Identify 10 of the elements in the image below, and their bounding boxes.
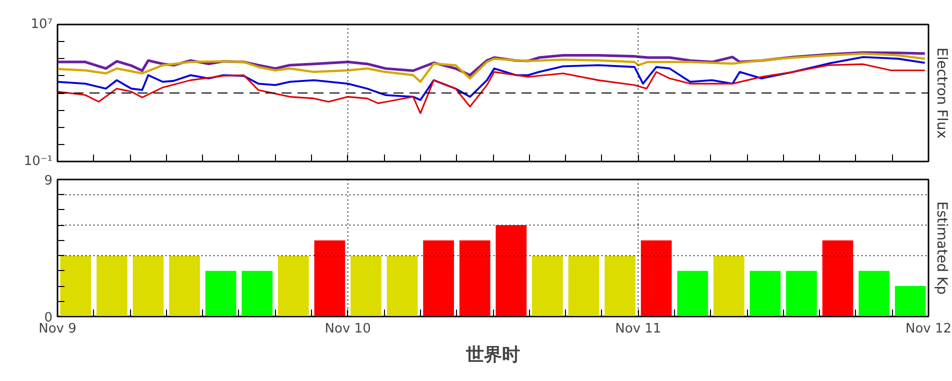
y-tick-label: 10⁷ xyxy=(30,17,53,32)
x-tick-label: Nov 9 xyxy=(38,322,76,336)
x-tick-label: Nov 10 xyxy=(324,322,371,336)
y-axis-title: Electron Flux xyxy=(934,48,950,138)
x-tick-label: Nov 12 xyxy=(905,322,952,336)
x-tick-label: Nov 11 xyxy=(615,322,662,336)
y-axis-title: Estimated Kp xyxy=(934,201,950,295)
y-tick-label: 10⁻¹ xyxy=(24,154,53,169)
x-axis-title: 世界时 xyxy=(465,344,520,366)
y-tick-label: 9 xyxy=(44,174,53,188)
